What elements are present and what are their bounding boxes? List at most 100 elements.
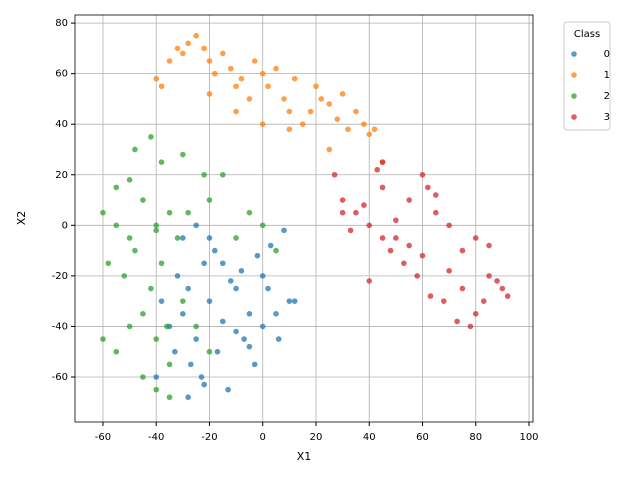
point xyxy=(433,192,439,198)
point xyxy=(326,101,333,107)
point xyxy=(467,323,474,330)
point xyxy=(227,278,234,284)
point xyxy=(246,343,253,350)
x-tick-label: 80 xyxy=(469,432,482,443)
point xyxy=(153,386,160,393)
x-tick-label: 100 xyxy=(519,432,538,443)
point xyxy=(246,209,253,216)
point xyxy=(121,273,128,279)
point xyxy=(206,91,213,97)
point xyxy=(440,298,447,304)
point xyxy=(379,184,386,191)
grid xyxy=(75,15,533,422)
point xyxy=(366,278,373,284)
point xyxy=(100,336,106,342)
point xyxy=(166,209,173,216)
point xyxy=(113,184,120,191)
point xyxy=(406,197,412,203)
point xyxy=(158,298,165,304)
point xyxy=(238,268,245,274)
point xyxy=(307,108,314,115)
point xyxy=(259,222,266,229)
point xyxy=(275,336,282,342)
point xyxy=(251,361,258,368)
point xyxy=(166,394,173,401)
point xyxy=(140,311,146,317)
point xyxy=(219,50,226,57)
point xyxy=(318,96,325,102)
point xyxy=(347,227,354,234)
legend-label: 2 xyxy=(604,91,610,102)
point xyxy=(414,273,420,279)
point xyxy=(291,298,298,304)
point xyxy=(206,348,213,355)
point xyxy=(379,235,386,241)
point xyxy=(286,108,293,115)
legend-marker xyxy=(571,114,577,120)
point xyxy=(148,134,154,140)
point xyxy=(246,311,253,317)
legend-marker xyxy=(571,72,577,78)
point xyxy=(201,381,207,388)
legend-label: 1 xyxy=(604,70,610,81)
point xyxy=(105,260,112,267)
point xyxy=(472,235,479,241)
point xyxy=(148,285,154,292)
x-tick-label: 0 xyxy=(260,432,266,443)
plot-area xyxy=(75,15,533,422)
x-tick-label: 20 xyxy=(310,432,323,443)
point xyxy=(387,247,394,254)
point xyxy=(406,242,412,249)
point xyxy=(286,298,293,304)
point xyxy=(291,75,298,82)
point xyxy=(281,227,287,234)
point xyxy=(499,285,506,292)
point xyxy=(259,121,266,128)
point xyxy=(153,75,160,82)
point xyxy=(259,323,266,330)
point xyxy=(366,222,373,229)
point xyxy=(419,252,426,259)
axes-frame xyxy=(74,14,534,423)
point xyxy=(459,285,466,292)
point xyxy=(166,361,173,368)
point xyxy=(374,166,381,173)
x-axis-label: X1 xyxy=(297,450,312,463)
y-tick-label: -60 xyxy=(52,372,68,383)
point xyxy=(174,235,181,241)
point xyxy=(259,70,266,77)
point xyxy=(486,273,492,279)
point xyxy=(211,247,218,254)
point xyxy=(281,96,287,102)
point xyxy=(251,58,258,64)
point xyxy=(233,285,239,292)
point xyxy=(153,374,160,380)
point xyxy=(193,336,199,342)
point xyxy=(254,252,261,259)
points xyxy=(100,32,511,401)
point xyxy=(446,268,452,274)
point xyxy=(185,209,191,216)
point xyxy=(188,361,194,368)
point xyxy=(233,328,239,335)
point xyxy=(153,227,160,234)
point xyxy=(393,217,399,224)
legend-label: 3 xyxy=(604,112,610,123)
point xyxy=(273,311,279,317)
point xyxy=(379,159,386,165)
point xyxy=(446,222,452,229)
point xyxy=(201,45,207,52)
point xyxy=(219,260,226,267)
point xyxy=(313,83,319,90)
point xyxy=(180,50,186,57)
point xyxy=(172,348,178,355)
point xyxy=(211,70,218,77)
point xyxy=(393,235,399,241)
legend-title: Class xyxy=(574,29,600,40)
point xyxy=(472,311,479,317)
point xyxy=(126,323,133,330)
point xyxy=(265,285,271,292)
point xyxy=(185,285,191,292)
point xyxy=(164,323,170,330)
